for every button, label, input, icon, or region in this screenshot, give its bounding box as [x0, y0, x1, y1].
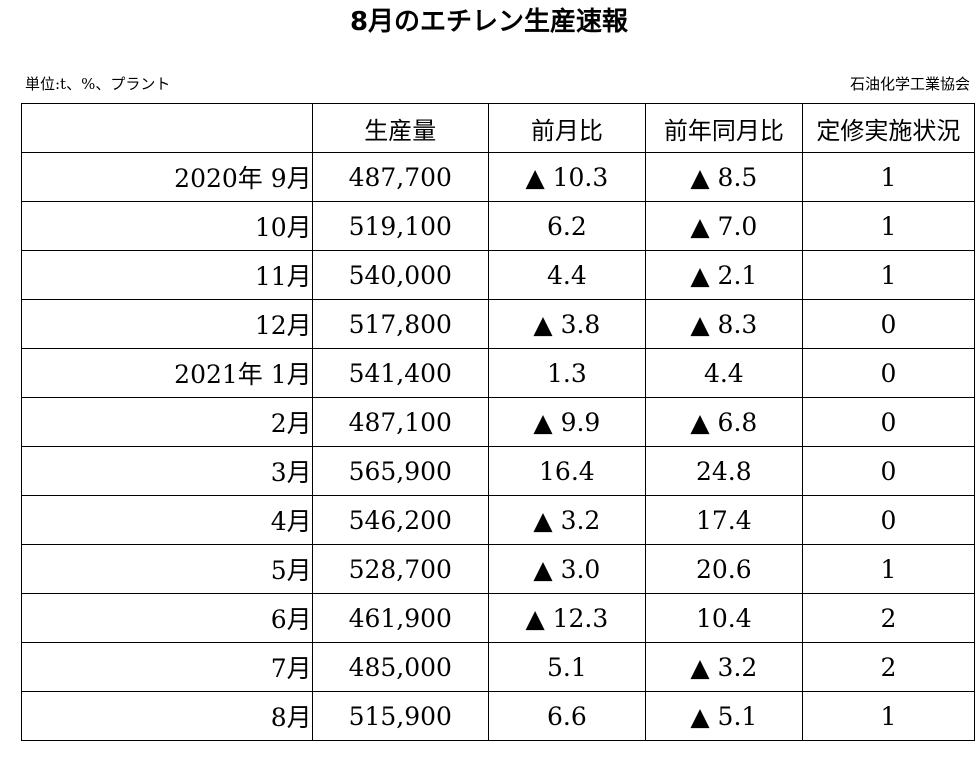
production-cell: 487,100	[311, 397, 489, 447]
production-cell: 528,700	[311, 544, 489, 594]
yoy-cell: ▲ 8.3	[644, 299, 803, 349]
yoy-cell: ▲ 2.1	[644, 250, 803, 300]
yoy-cell: ▲ 8.5	[644, 152, 803, 202]
header-month-over-month: 前月比	[487, 103, 646, 153]
mom-cell: 16.4	[487, 446, 646, 496]
yoy-cell: ▲ 7.0	[644, 201, 803, 251]
yoy-cell: 24.8	[644, 446, 803, 496]
yoy-cell: 10.4	[644, 593, 803, 643]
production-cell: 519,100	[311, 201, 489, 251]
period-cell: 10月	[21, 201, 313, 251]
yoy-cell: 20.6	[644, 544, 803, 594]
mom-cell: ▲ 3.2	[487, 495, 646, 545]
yoy-cell: 4.4	[644, 348, 803, 398]
maintenance-cell: 0	[801, 495, 976, 545]
period-cell: 7月	[21, 642, 313, 692]
mom-cell: ▲ 3.0	[487, 544, 646, 594]
maintenance-cell: 1	[801, 691, 976, 741]
period-cell: 2021年 1月	[21, 348, 313, 398]
period-cell: 3月	[21, 446, 313, 496]
mom-cell: ▲ 3.8	[487, 299, 646, 349]
maintenance-cell: 1	[801, 152, 976, 202]
header-production: 生産量	[311, 103, 489, 153]
ethylene-production-table: 生産量 前月比 前年同月比 定修実施状況 2020年 9月 487,700 ▲ …	[21, 103, 976, 741]
header-period	[21, 103, 313, 153]
production-cell: 540,000	[311, 250, 489, 300]
table-row: 5月 528,700 ▲ 3.0 20.6 1	[21, 544, 976, 594]
maintenance-cell: 0	[801, 348, 976, 398]
production-cell: 515,900	[311, 691, 489, 741]
maintenance-cell: 0	[801, 299, 976, 349]
table-row: 2月 487,100 ▲ 9.9 ▲ 6.8 0	[21, 397, 976, 447]
period-cell: 2020年 9月	[21, 152, 313, 202]
period-cell: 6月	[21, 593, 313, 643]
maintenance-cell: 1	[801, 544, 976, 594]
period-cell: 5月	[21, 544, 313, 594]
yoy-cell: ▲ 5.1	[644, 691, 803, 741]
production-cell: 485,000	[311, 642, 489, 692]
maintenance-cell: 0	[801, 446, 976, 496]
mom-cell: ▲ 10.3	[487, 152, 646, 202]
mom-cell: ▲ 12.3	[487, 593, 646, 643]
production-cell: 565,900	[311, 446, 489, 496]
table-row: 2020年 9月 487,700 ▲ 10.3 ▲ 8.5 1	[21, 152, 976, 202]
mom-cell: ▲ 9.9	[487, 397, 646, 447]
maintenance-cell: 0	[801, 397, 976, 447]
unit-note: 単位:t、%、プラント	[25, 75, 171, 93]
table-row: 4月 546,200 ▲ 3.2 17.4 0	[21, 495, 976, 545]
production-cell: 546,200	[311, 495, 489, 545]
table-row: 7月 485,000 5.1 ▲ 3.2 2	[21, 642, 976, 692]
table-row: 11月 540,000 4.4 ▲ 2.1 1	[21, 250, 976, 300]
table-row: 2021年 1月 541,400 1.3 4.4 0	[21, 348, 976, 398]
mom-cell: 1.3	[487, 348, 646, 398]
maintenance-cell: 2	[801, 593, 976, 643]
page-title: 8月のエチレン生産速報	[349, 7, 629, 37]
yoy-cell: ▲ 3.2	[644, 642, 803, 692]
period-cell: 2月	[21, 397, 313, 447]
production-cell: 541,400	[311, 348, 489, 398]
mom-cell: 5.1	[487, 642, 646, 692]
header-year-over-year: 前年同月比	[644, 103, 803, 153]
table-header: 生産量 前月比 前年同月比 定修実施状況	[21, 103, 976, 153]
yoy-cell: ▲ 6.8	[644, 397, 803, 447]
table-row: 12月 517,800 ▲ 3.8 ▲ 8.3 0	[21, 299, 976, 349]
table-row: 10月 519,100 6.2 ▲ 7.0 1	[21, 201, 976, 251]
source-note: 石油化学工業協会	[849, 75, 970, 93]
table-row: 6月 461,900 ▲ 12.3 10.4 2	[21, 593, 976, 643]
mom-cell: 6.6	[487, 691, 646, 741]
period-cell: 12月	[21, 299, 313, 349]
period-cell: 4月	[21, 495, 313, 545]
table-row: 3月 565,900 16.4 24.8 0	[21, 446, 976, 496]
mom-cell: 6.2	[487, 201, 646, 251]
production-cell: 461,900	[311, 593, 489, 643]
period-cell: 11月	[21, 250, 313, 300]
period-cell: 8月	[21, 691, 313, 741]
mom-cell: 4.4	[487, 250, 646, 300]
maintenance-cell: 1	[801, 201, 976, 251]
maintenance-cell: 2	[801, 642, 976, 692]
table-row: 8月 515,900 6.6 ▲ 5.1 1	[21, 691, 976, 741]
production-cell: 517,800	[311, 299, 489, 349]
table-body: 2020年 9月 487,700 ▲ 10.3 ▲ 8.5 1 10月 519,…	[21, 152, 976, 741]
header-maintenance: 定修実施状況	[801, 103, 976, 153]
header-row: 生産量 前月比 前年同月比 定修実施状況	[21, 103, 976, 153]
yoy-cell: 17.4	[644, 495, 803, 545]
production-cell: 487,700	[311, 152, 489, 202]
maintenance-cell: 1	[801, 250, 976, 300]
